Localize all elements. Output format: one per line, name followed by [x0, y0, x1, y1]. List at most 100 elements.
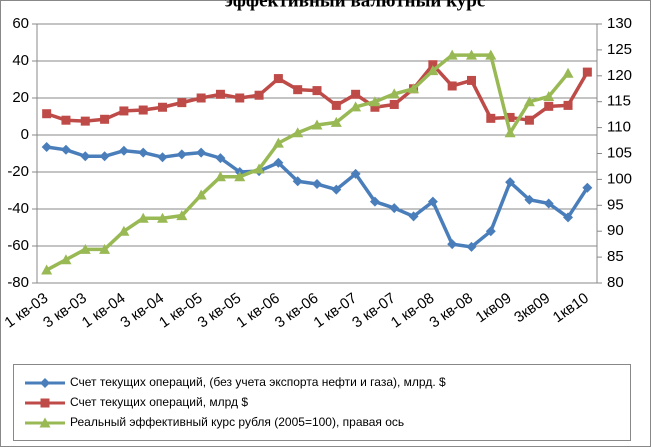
- data-point: [562, 67, 574, 78]
- data-point: [505, 177, 516, 188]
- data-point: [524, 115, 534, 125]
- x-tick-label: 3 кв-08: [426, 290, 476, 332]
- data-point: [60, 254, 72, 265]
- data-point: [524, 194, 535, 205]
- data-point: [330, 116, 342, 127]
- data-point: [177, 98, 187, 108]
- data-point: [447, 81, 457, 91]
- x-tick-label: 3 кв-04: [117, 290, 167, 332]
- y2-tick-label: 90: [607, 222, 624, 239]
- y2-tick-label: 85: [607, 248, 624, 265]
- data-point: [408, 83, 420, 94]
- x-tick-label: 1 кв-03: [2, 290, 52, 332]
- data-point: [99, 243, 111, 254]
- data-point: [350, 101, 362, 112]
- data-point: [465, 49, 477, 60]
- data-point: [292, 176, 303, 187]
- data-point: [331, 100, 341, 110]
- data-point: [544, 101, 554, 111]
- data-point: [158, 102, 168, 112]
- data-point: [176, 210, 188, 221]
- data-point: [350, 168, 361, 179]
- data-point: [214, 171, 226, 182]
- y2-tick-label: 125: [607, 41, 632, 58]
- data-point: [80, 116, 90, 126]
- data-point: [543, 91, 555, 102]
- x-tick-label: 1 кв-05: [156, 290, 206, 332]
- data-point: [292, 127, 304, 138]
- x-tick-label: 3кв09: [511, 290, 553, 327]
- data-point: [80, 151, 91, 162]
- chart-title: эффективный валютный курс: [225, 0, 486, 11]
- data-point: [312, 179, 322, 190]
- data-point: [485, 226, 496, 237]
- series-line: [46, 145, 589, 249]
- legend-box: [13, 364, 631, 441]
- data-point: [273, 74, 283, 84]
- data-point: [408, 211, 419, 222]
- data-point: [253, 163, 265, 174]
- data-point: [196, 147, 207, 158]
- data-point: [215, 153, 226, 164]
- data-point: [234, 171, 246, 182]
- data-point: [563, 100, 573, 110]
- data-point: [582, 67, 592, 77]
- legend-marker: [40, 378, 50, 388]
- data-point: [254, 90, 264, 100]
- data-point: [466, 75, 476, 85]
- x-tick-label: 1 кв-07: [311, 290, 361, 332]
- data-point: [446, 49, 458, 60]
- data-point: [157, 152, 168, 163]
- y-tick-label: -20: [7, 163, 29, 180]
- data-point: [504, 127, 516, 138]
- y2-tick-label: 120: [607, 67, 632, 84]
- data-point: [428, 60, 438, 70]
- x-tick-label: 3 кв-07: [349, 290, 399, 332]
- data-point: [389, 203, 400, 214]
- data-point: [195, 189, 207, 200]
- x-tick-label: 1 кв-06: [233, 290, 283, 332]
- data-point: [99, 151, 110, 162]
- data-point: [369, 196, 380, 207]
- y-tick-label: -80: [7, 274, 29, 291]
- data-point: [118, 145, 129, 156]
- legend-marker: [40, 398, 50, 408]
- data-point: [41, 264, 53, 275]
- data-point: [273, 157, 284, 168]
- data-point: [486, 113, 496, 123]
- data-point: [60, 144, 71, 155]
- x-tick-label: 1кв10: [550, 290, 592, 327]
- x-tick-label: 1кв09: [473, 290, 515, 327]
- y-tick-label: 40: [12, 52, 29, 69]
- data-point: [447, 239, 458, 250]
- data-point: [312, 86, 322, 96]
- data-point: [485, 49, 497, 60]
- y-tick-label: 60: [12, 15, 29, 32]
- data-point: [293, 85, 303, 95]
- data-point: [138, 147, 149, 158]
- series-line: [45, 53, 570, 272]
- data-point: [582, 182, 593, 193]
- data-point: [42, 109, 52, 119]
- x-tick-label: 1 кв-04: [79, 290, 129, 332]
- y2-tick-label: 105: [607, 144, 632, 161]
- x-tick-label: 3 кв-05: [195, 290, 245, 332]
- data-point: [100, 114, 110, 124]
- data-point: [61, 115, 71, 125]
- data-point: [543, 198, 554, 209]
- data-point: [196, 93, 206, 103]
- data-point: [427, 196, 438, 207]
- legend-marker: [39, 417, 51, 428]
- y-tick-label: -40: [7, 200, 29, 217]
- y2-tick-label: 100: [607, 170, 632, 187]
- y2-tick-label: 115: [607, 93, 631, 110]
- data-point: [137, 212, 149, 223]
- data-point: [157, 212, 169, 223]
- data-point: [389, 99, 399, 109]
- data-point: [138, 105, 148, 115]
- data-point: [369, 96, 381, 107]
- data-point: [235, 93, 245, 103]
- y-tick-label: 20: [12, 89, 29, 106]
